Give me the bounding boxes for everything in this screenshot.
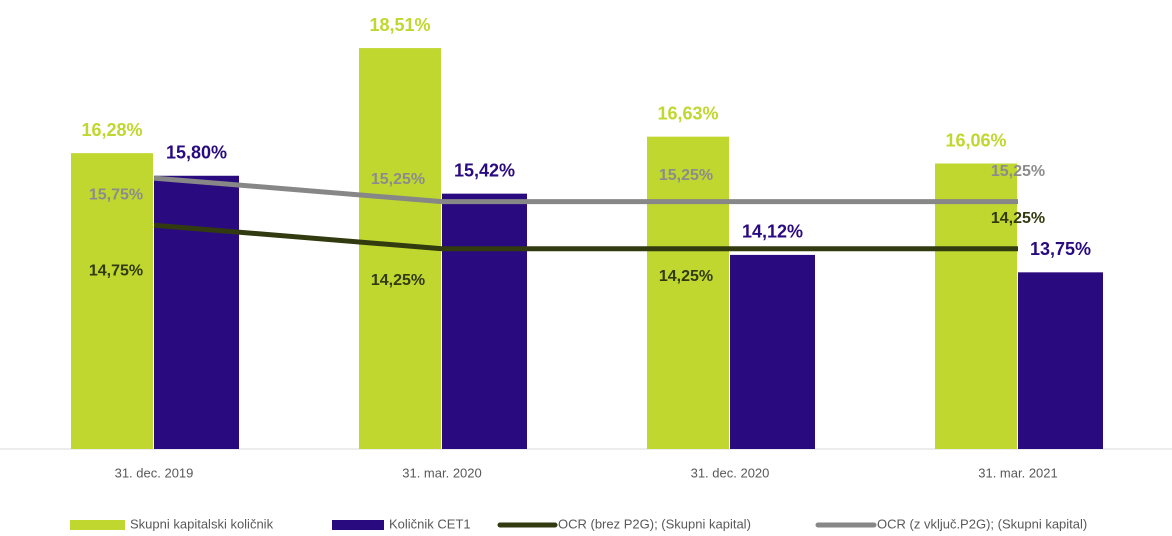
line-value-label: 14,25% <box>659 268 713 285</box>
bar <box>71 153 153 450</box>
line-value-label: 14,25% <box>371 272 425 289</box>
legend-label: OCR (z vključ.P2G); (Skupni kapital) <box>877 516 1087 531</box>
legend-swatch <box>332 520 384 530</box>
bar <box>647 136 729 450</box>
x-tick-label: 31. dec. 2019 <box>115 465 194 480</box>
line-value-label: 15,25% <box>371 171 425 188</box>
bar-value-label: 18,51% <box>369 15 430 35</box>
bar <box>1018 272 1103 449</box>
bar-value-label: 16,63% <box>657 103 718 123</box>
legend-swatch <box>70 520 125 530</box>
x-tick-label: 31. mar. 2021 <box>978 465 1058 480</box>
bar-value-label: 13,75% <box>1030 239 1091 259</box>
legend-label: Količnik CET1 <box>389 516 471 531</box>
x-tick-label: 31. mar. 2020 <box>402 465 482 480</box>
line-value-label: 15,75% <box>89 186 143 203</box>
bar <box>730 254 815 449</box>
line-value-label: 14,75% <box>89 262 143 279</box>
bar <box>442 193 527 449</box>
x-tick-label: 31. dec. 2020 <box>691 465 770 480</box>
bar-value-label: 16,28% <box>81 120 142 140</box>
bar <box>154 175 239 449</box>
bar-value-label: 15,42% <box>454 160 515 180</box>
bar-value-label: 16,06% <box>945 130 1006 150</box>
legend-label: OCR (brez P2G); (Skupni kapital) <box>558 516 751 531</box>
line-value-label: 14,25% <box>991 210 1045 227</box>
line-value-label: 15,25% <box>659 167 713 184</box>
legend-label: Skupni kapitalski količnik <box>130 516 274 531</box>
bar-value-label: 15,80% <box>166 143 227 163</box>
bar <box>935 163 1017 450</box>
bar-value-label: 14,12% <box>742 222 803 242</box>
line-value-label: 15,25% <box>991 163 1045 180</box>
line-series <box>153 222 1018 252</box>
line-series <box>153 175 1018 205</box>
